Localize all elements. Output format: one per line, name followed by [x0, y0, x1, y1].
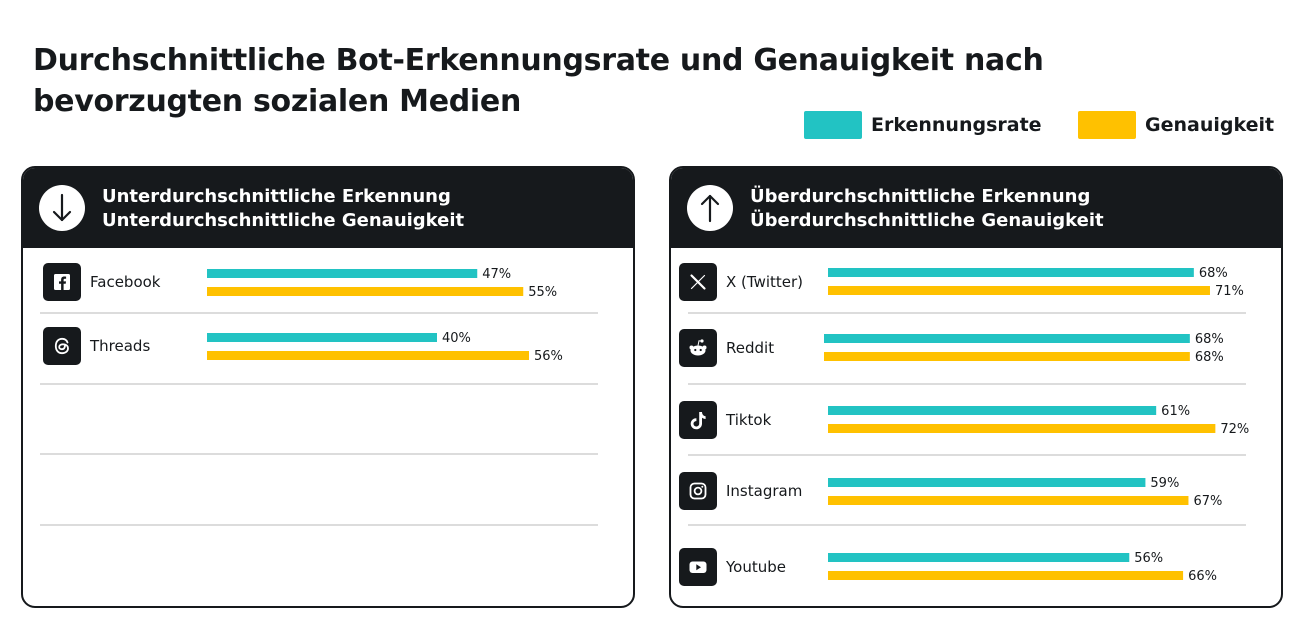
data-label-detection-reddit: 68%	[1195, 332, 1224, 347]
platform-name: X (Twitter)	[726, 273, 804, 291]
data-label-detection-facebook: 47%	[482, 267, 511, 282]
list-item-tiktok: Tiktok	[679, 401, 771, 439]
bar-detection-threads	[207, 333, 437, 342]
platform-name: Facebook	[90, 273, 161, 291]
legend-swatch-detection	[804, 111, 862, 139]
legend-item-detection: Erkennungsrate	[804, 111, 1042, 139]
data-label-detection-x-twitter: 68%	[1199, 266, 1228, 281]
facebook-icon	[43, 263, 81, 301]
panel-title-line-2: Überdurchschnittliche Genauigkeit	[750, 210, 1104, 231]
data-label-accuracy-tiktok: 72%	[1220, 422, 1249, 437]
platform-name: Youtube	[726, 558, 786, 576]
list-item-x-twitter: X (Twitter)	[679, 263, 803, 301]
bar-accuracy-instagram	[828, 496, 1189, 505]
panel-header: Unterdurchschnittliche Erkennung Unterdu…	[23, 168, 633, 248]
list-item-threads: Threads	[43, 327, 150, 365]
legend-label-accuracy: Genauigkeit	[1145, 114, 1275, 136]
data-label-detection-youtube: 56%	[1134, 551, 1163, 566]
list-item-youtube: Youtube	[679, 548, 786, 586]
panel-title-line-1: Unterdurchschnittliche Erkennung	[102, 186, 451, 207]
bar-accuracy-threads	[207, 351, 529, 360]
bar-accuracy-youtube	[828, 571, 1184, 580]
reddit-icon	[679, 329, 717, 367]
list-item-facebook: Facebook	[43, 263, 160, 301]
bar-detection-x-twitter	[828, 268, 1194, 277]
chart-title: Durchschnittliche Bot-Erkennungsrate und…	[33, 40, 1113, 122]
data-label-detection-threads: 40%	[442, 331, 471, 346]
platform-name: Threads	[90, 337, 151, 355]
threads-icon	[43, 327, 81, 365]
bar-accuracy-tiktok	[828, 424, 1216, 433]
platform-name: Instagram	[726, 482, 803, 500]
bars-below-average: 47% 55% 40% 56%	[40, 267, 598, 526]
legend-item-accuracy: Genauigkeit	[1078, 111, 1274, 139]
bar-accuracy-reddit	[824, 352, 1190, 361]
data-label-detection-instagram: 59%	[1150, 476, 1179, 491]
bars-above-average: 68% 71% 68% 68% 61% 72% 59% 67% 56% 66%	[688, 266, 1249, 584]
bar-detection-facebook	[207, 269, 478, 278]
data-label-accuracy-youtube: 66%	[1188, 569, 1217, 584]
bar-accuracy-facebook	[207, 287, 524, 296]
legend-label-detection: Erkennungsrate	[871, 114, 1042, 136]
bar-detection-instagram	[828, 478, 1146, 487]
platform-name: Tiktok	[726, 411, 772, 429]
data-label-accuracy-reddit: 68%	[1195, 350, 1224, 365]
chart-title-line-1: Durchschnittliche Bot-Erkennungsrate und…	[33, 43, 1044, 78]
data-label-accuracy-threads: 56%	[534, 349, 563, 364]
platform-name: Reddit	[726, 339, 775, 357]
x-twitter-icon	[679, 263, 717, 301]
panel-above-average: Überdurchschnittliche Erkennung Überdurc…	[669, 166, 1283, 608]
data-label-accuracy-x-twitter: 71%	[1215, 284, 1244, 299]
arrow-down-icon	[39, 185, 85, 231]
panel-title-line-2: Unterdurchschnittliche Genauigkeit	[102, 210, 465, 231]
legend-swatch-accuracy	[1078, 111, 1136, 139]
list-item-instagram: Instagram	[679, 472, 802, 510]
youtube-icon	[679, 548, 717, 586]
data-label-accuracy-facebook: 55%	[528, 285, 557, 300]
panel-title-line-1: Überdurchschnittliche Erkennung	[750, 186, 1091, 207]
data-label-accuracy-instagram: 67%	[1193, 494, 1222, 509]
list-item-reddit: Reddit	[679, 329, 774, 367]
arrow-up-icon	[687, 185, 733, 231]
instagram-icon	[679, 472, 717, 510]
bar-detection-reddit	[824, 334, 1190, 343]
bar-detection-tiktok	[828, 406, 1157, 415]
bar-accuracy-x-twitter	[828, 286, 1210, 295]
chart-title-line-2: bevorzugten sozialen Medien	[33, 84, 522, 119]
panel-below-average: Unterdurchschnittliche Erkennung Unterdu…	[21, 166, 635, 608]
bar-detection-youtube	[828, 553, 1130, 562]
panel-header: Überdurchschnittliche Erkennung Überdurc…	[671, 168, 1281, 248]
data-label-detection-tiktok: 61%	[1161, 404, 1190, 419]
tiktok-icon	[679, 401, 717, 439]
